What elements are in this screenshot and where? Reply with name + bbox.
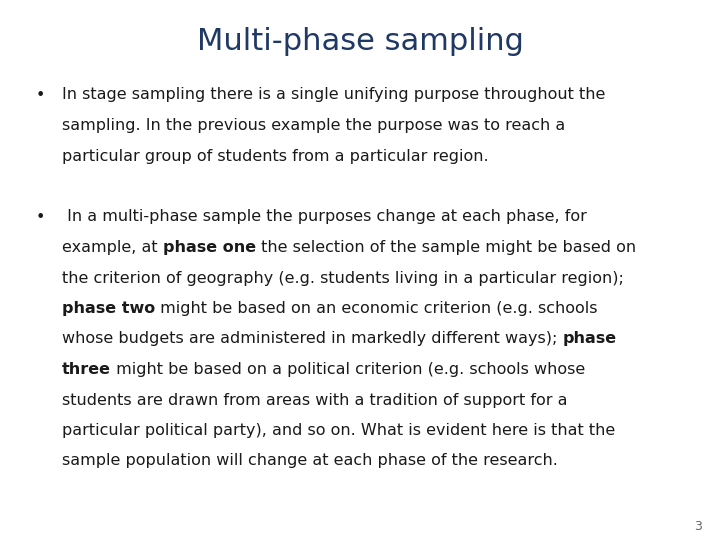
Text: whose budgets are administered in markedly different ways);: whose budgets are administered in marked… [62, 332, 562, 347]
Text: example, at: example, at [62, 240, 163, 255]
Text: phase one: phase one [163, 240, 256, 255]
Text: phase two: phase two [62, 301, 156, 316]
Text: particular group of students from a particular region.: particular group of students from a part… [62, 148, 489, 164]
Text: 3: 3 [694, 519, 702, 532]
Text: sample population will change at each phase of the research.: sample population will change at each ph… [62, 454, 558, 469]
Text: In stage sampling there is a single unifying purpose throughout the: In stage sampling there is a single unif… [62, 87, 606, 103]
Text: the selection of the sample might be based on: the selection of the sample might be bas… [256, 240, 636, 255]
Text: particular political party), and so on. What is evident here is that the: particular political party), and so on. … [62, 423, 616, 438]
Text: •: • [36, 210, 45, 225]
Text: students are drawn from areas with a tradition of support for a: students are drawn from areas with a tra… [62, 393, 567, 408]
Text: sampling. In the previous example the purpose was to reach a: sampling. In the previous example the pu… [62, 118, 565, 133]
Text: Multi-phase sampling: Multi-phase sampling [197, 28, 523, 57]
Text: might be based on a political criterion (e.g. schools whose: might be based on a political criterion … [111, 362, 585, 377]
Text: might be based on an economic criterion (e.g. schools: might be based on an economic criterion … [156, 301, 598, 316]
Text: •: • [36, 87, 45, 103]
Text: three: three [62, 362, 111, 377]
Text: In a multi-phase sample the purposes change at each phase, for: In a multi-phase sample the purposes cha… [62, 210, 587, 225]
Text: the criterion of geography (e.g. students living in a particular region);: the criterion of geography (e.g. student… [62, 271, 624, 286]
Text: phase: phase [562, 332, 616, 347]
